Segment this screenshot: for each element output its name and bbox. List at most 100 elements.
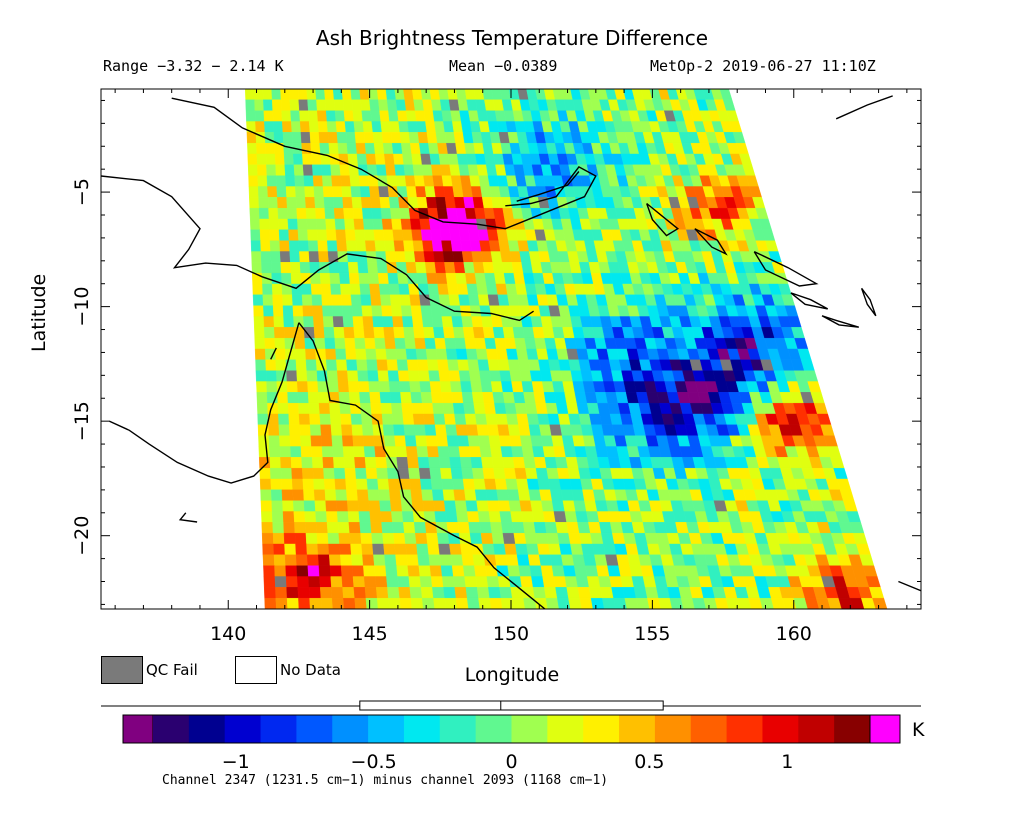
heatmap-cell [308,587,322,599]
heatmap-cell [463,197,475,209]
heatmap-cell [564,576,579,588]
heatmap-cell [575,576,590,588]
heatmap-cell [511,381,524,393]
heatmap-cell [352,435,365,447]
heatmap-cell [414,110,426,122]
heatmap-cell [393,240,405,252]
heatmap-cell [412,511,426,523]
heatmap-cell [359,283,371,295]
heatmap-cell [275,175,287,187]
heatmap-cell [247,164,258,176]
heatmap-cell [402,316,414,328]
coastline-segment [860,287,877,317]
heatmap-cell [430,478,444,490]
heatmap-cell [311,164,323,176]
heatmap-cell [428,554,442,566]
heatmap-cell [305,207,317,220]
heatmap-cell [391,218,403,231]
heatmap-cell [381,522,394,534]
heatmap-cell [461,468,474,480]
heatmap-cell [293,511,306,523]
heatmap-cell [284,543,297,555]
heatmap-cell [377,478,390,490]
colorbar-segment [511,715,548,743]
heatmap-cell [258,457,271,469]
heatmap-cell [583,554,597,566]
heatmap-cell [410,305,423,317]
heatmap-cell [391,511,404,523]
heatmap-cell [415,533,428,545]
heatmap-cell [297,392,309,404]
heatmap-cell [502,457,515,469]
heatmap-cell [399,294,412,306]
heatmap-cell [434,511,448,523]
heatmap-cell [327,381,340,393]
heatmap-cell [714,598,729,609]
heatmap-cell [461,554,475,566]
heatmap-cell [360,99,371,111]
heatmap-cell [586,511,600,523]
heatmap-cell [297,89,308,101]
heatmap-cell [521,446,535,458]
heatmap-cell [471,316,484,328]
heatmap-cell [469,240,482,252]
heatmap-cell [482,327,495,339]
heatmap-cell [409,478,422,490]
heatmap-cell [371,533,384,545]
heatmap-cell [318,565,331,577]
colorbar-segment [332,715,369,743]
y-tick-label: −15 [71,401,93,441]
heatmap-cell [359,186,371,198]
heatmap-cell [493,543,507,555]
heatmap-cell [436,207,449,220]
coastline-segment [101,175,534,322]
heatmap-cell [389,294,402,306]
heatmap-cell [432,587,445,599]
heatmap-cell [415,435,428,447]
heatmap-cell [555,587,569,599]
heatmap-cell [329,403,341,415]
heatmap-cell [490,522,504,534]
heatmap-cell [555,522,569,534]
heatmap-cell [378,99,389,111]
heatmap-cell [256,392,268,404]
heatmap-cell [401,229,414,241]
heatmap-cell [531,511,546,523]
heatmap-cell [527,554,542,566]
heatmap-cell [457,522,471,534]
heatmap-cell [542,576,556,588]
heatmap-cell [356,153,368,166]
heatmap-cell [430,305,443,317]
heatmap-cell [425,435,438,447]
heatmap-cell [443,413,457,425]
heatmap-cell [461,251,474,263]
heatmap-cell [382,142,394,155]
heatmap-cell [510,511,524,523]
heatmap-cell [253,89,264,101]
heatmap-cell [315,218,327,231]
heatmap-cell [582,489,596,501]
heatmap-cell [261,522,274,534]
heatmap-cell [295,348,307,360]
colorbar-frame [122,714,901,744]
heatmap-cell [388,381,401,393]
heatmap-cell [586,576,601,588]
heatmap-cell [499,370,512,382]
heatmap-cell [374,240,386,252]
heatmap-cell [398,587,412,599]
heatmap-cell [326,511,339,523]
heatmap-cell [487,294,500,306]
heatmap-cell [361,110,372,122]
heatmap-cell [308,403,321,415]
heatmap-cell [357,500,370,512]
heatmap-cell [447,533,461,545]
heatmap-cell [394,164,406,176]
heatmap-cell [502,392,516,404]
heatmap-cell [370,522,383,534]
heatmap-cell [441,316,454,328]
heatmap-cell [546,468,560,480]
heatmap-cell [266,164,277,176]
heatmap-cell [442,327,455,339]
heatmap-cell [502,327,515,339]
heatmap-cell [342,197,354,209]
